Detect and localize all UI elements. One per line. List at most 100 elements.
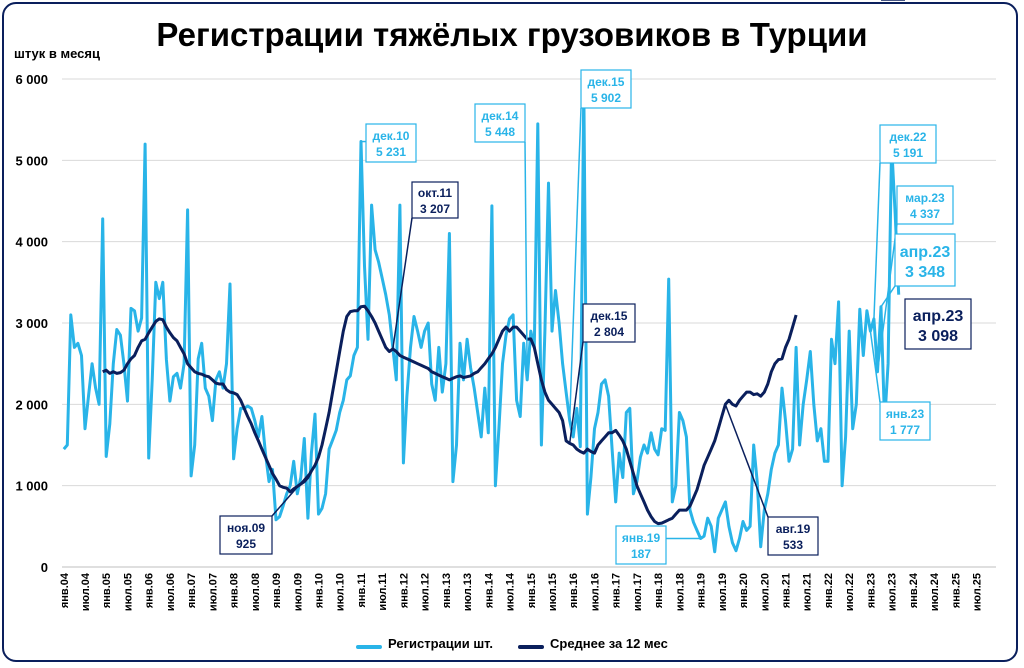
- callout-leader: [724, 404, 769, 518]
- x-tick-label: янв.23: [865, 573, 877, 608]
- callout-label: окт.11: [418, 186, 453, 200]
- legend-swatch-registrations: [356, 645, 382, 649]
- x-tick-label: янв.10: [313, 573, 325, 608]
- x-tick-label: июл.11: [377, 573, 389, 611]
- x-tick-label: янв.14: [483, 572, 495, 608]
- callout-value: 5 902: [591, 91, 621, 105]
- callout-box: [767, 516, 819, 556]
- x-tick-label: июл.12: [420, 573, 432, 611]
- callout-label: янв.23: [886, 407, 925, 421]
- callout-leader: [568, 107, 582, 421]
- x-tick-label: июл.07: [207, 573, 219, 611]
- callout-box: [615, 525, 667, 565]
- callout-box: [904, 298, 972, 350]
- x-tick-label: янв.15: [526, 573, 538, 608]
- callout-label: дек.22: [890, 130, 927, 144]
- x-tick-label: июл.24: [929, 572, 941, 611]
- callout-box: [582, 303, 636, 343]
- x-tick-label: янв.18: [653, 573, 665, 608]
- x-tick-label: июл.10: [335, 573, 347, 611]
- y-tick-label: 0: [41, 560, 48, 575]
- x-tick-label: янв.21: [780, 573, 792, 608]
- x-tick-label: июл.09: [292, 573, 304, 611]
- callout-value: 2 804: [594, 325, 624, 339]
- callout-label: авг.19: [776, 522, 811, 536]
- callout-value: 3 207: [420, 202, 450, 216]
- x-tick-label: июл.22: [844, 573, 856, 611]
- callout-label: дек.10: [373, 129, 410, 143]
- callout-box: [894, 233, 956, 287]
- x-tick-label: янв.16: [568, 573, 580, 608]
- x-tick-label: янв.20: [738, 573, 750, 608]
- y-tick-label: 2 000: [15, 397, 48, 412]
- y-axis-unit-label: штук в месяц: [14, 46, 100, 61]
- x-tick-label: июл.04: [80, 572, 92, 611]
- callout-value: 533: [783, 538, 803, 552]
- y-tick-label: 5 000: [15, 153, 48, 168]
- series-line-registrations: [62, 85, 901, 554]
- series-line-average: [102, 304, 798, 526]
- callout-leader: [568, 341, 584, 444]
- callout-label: дек.15: [588, 75, 625, 89]
- x-tick-label: янв.11: [356, 573, 368, 608]
- callout-label: ноя.09: [227, 521, 265, 535]
- x-tick-label: июл.14: [505, 572, 517, 611]
- x-tick-label: янв.22: [823, 573, 835, 608]
- callout-label: дек.14: [482, 109, 519, 123]
- callout-leader: [271, 470, 312, 517]
- y-tick-label: 3 000: [15, 316, 48, 331]
- y-tick-label: 1 000: [15, 479, 48, 494]
- callout-value: 1 777: [890, 423, 920, 437]
- x-tick-label: янв.13: [441, 573, 453, 608]
- callout-leader: [873, 162, 881, 319]
- x-tick-label: янв.06: [144, 573, 156, 608]
- callout-value: 3 098: [918, 328, 958, 345]
- callout-value: 5 448: [485, 125, 515, 139]
- callout-label: мар.23: [905, 191, 945, 205]
- x-tick-label: июл.20: [759, 573, 771, 611]
- x-tick-label: июл.21: [802, 573, 814, 611]
- x-tick-label: июл.05: [122, 573, 134, 611]
- callout-value: 3 348: [905, 264, 945, 281]
- x-tick-label: янв.25: [950, 573, 962, 608]
- y-tick-label: 4 000: [15, 235, 48, 250]
- callout-label: апр.23: [900, 244, 951, 261]
- x-tick-label: янв.05: [101, 573, 113, 608]
- x-tick-label: июл.13: [462, 573, 474, 611]
- callout-value: 925: [236, 537, 256, 551]
- callout-box: [365, 123, 417, 163]
- x-tick-label: июл.25: [972, 573, 984, 611]
- callout-box: [879, 124, 937, 164]
- callout-box: [879, 401, 931, 441]
- x-tick-label: янв.24: [908, 572, 920, 608]
- callout-value: 5 231: [376, 145, 406, 159]
- callout-box: [580, 69, 632, 109]
- x-tick-label: янв.07: [186, 573, 198, 608]
- x-tick-label: июл.08: [250, 573, 262, 611]
- x-tick-label: июл.17: [632, 573, 644, 611]
- x-tick-label: янв.12: [398, 573, 410, 608]
- callout-leader: [869, 331, 881, 403]
- callout-box: [411, 181, 459, 219]
- callout-value: 187: [631, 547, 651, 561]
- chart-title: Регистрации тяжёлых грузовиков в Турции: [156, 16, 868, 53]
- legend-label-registrations: Регистрации шт.: [388, 636, 494, 651]
- x-tick-label: июл.23: [887, 573, 899, 611]
- x-tick-label: июл.15: [547, 573, 559, 611]
- callout-label: янв.19: [622, 531, 661, 545]
- y-tick-label: 6 000: [15, 72, 48, 87]
- callout-value: 5 191: [893, 146, 923, 160]
- callout-label: апр.23: [913, 308, 964, 325]
- callout-box: [219, 515, 273, 555]
- x-tick-label: июл.19: [717, 573, 729, 611]
- x-tick-label: янв.17: [611, 573, 623, 608]
- x-tick-label: янв.19: [696, 573, 708, 608]
- callout-label: дек.15: [591, 309, 628, 323]
- legend-label-average: Среднее за 12 мес: [550, 636, 668, 651]
- x-tick-label: июл.16: [589, 573, 601, 611]
- callout-value: 4 337: [910, 207, 940, 221]
- callout-leader: [880, 285, 896, 308]
- x-tick-label: янв.09: [271, 573, 283, 608]
- x-tick-label: июл.18: [674, 573, 686, 611]
- callout-box: [896, 185, 954, 225]
